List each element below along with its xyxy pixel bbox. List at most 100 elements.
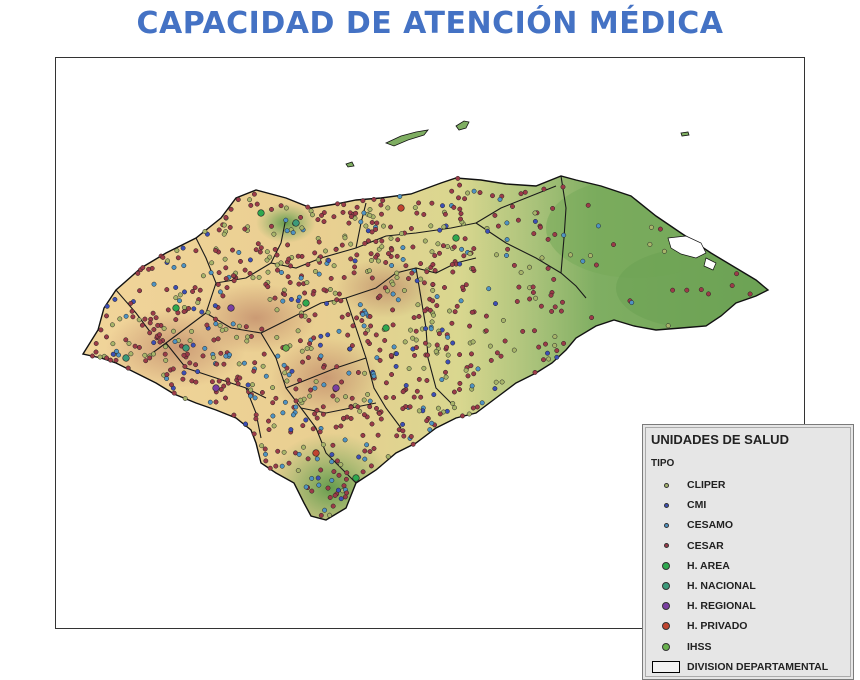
- health-unit-point: [375, 432, 381, 438]
- division-box-symbol: [652, 660, 680, 673]
- health-unit-point: [295, 468, 301, 473]
- health-unit-point: [214, 361, 220, 367]
- health-unit-point: [332, 493, 338, 498]
- health-unit-point: [274, 334, 280, 340]
- health-unit-point: [305, 204, 311, 210]
- legend-item-h-nacional: H. NACIONAL: [651, 576, 851, 596]
- health-unit-point: [350, 323, 356, 329]
- health-unit-point: [110, 341, 116, 347]
- health-unit-point: [299, 225, 305, 231]
- health-unit-point: [243, 421, 248, 427]
- health-unit-point: [462, 236, 468, 242]
- health-unit-point: [360, 198, 366, 204]
- health-unit-point: [406, 366, 412, 372]
- legend-dot-cesamo: [651, 522, 681, 528]
- health-unit-point: [271, 231, 277, 237]
- health-unit-point: [250, 275, 256, 281]
- health-unit-point: [316, 239, 322, 245]
- hospital-point: [352, 474, 360, 482]
- health-unit-point: [314, 407, 320, 413]
- legend-dot-cesar: [651, 543, 681, 549]
- health-unit-point: [190, 342, 196, 348]
- health-unit-point: [270, 385, 276, 391]
- health-unit-point: [406, 276, 411, 282]
- health-unit-point: [421, 280, 427, 286]
- health-unit-point: [297, 377, 303, 383]
- health-unit-point: [457, 352, 463, 358]
- legend-label: CESAMO: [687, 519, 734, 532]
- health-unit-point: [351, 270, 357, 276]
- legend-label: DIVISION DEPARTAMENTAL: [687, 660, 829, 673]
- health-unit-point: [449, 188, 455, 194]
- health-unit-point: [318, 467, 324, 473]
- health-unit-point: [471, 371, 477, 377]
- legend-item-ihss: IHSS: [651, 637, 851, 657]
- health-unit-point: [422, 308, 428, 314]
- health-unit-point: [432, 253, 438, 259]
- health-unit-point: [237, 375, 243, 381]
- legend-dot-cmi: [651, 502, 681, 508]
- health-unit-point: [554, 354, 560, 360]
- health-unit-point: [361, 323, 367, 329]
- health-unit-point: [457, 380, 463, 386]
- islas-de-la-bahia: [345, 120, 690, 168]
- health-unit-point: [348, 214, 354, 220]
- health-unit-point: [193, 362, 199, 368]
- health-unit-point: [380, 198, 386, 203]
- health-unit-point: [252, 395, 258, 401]
- health-unit-point: [424, 418, 430, 424]
- health-unit-point: [161, 326, 167, 331]
- health-unit-point: [348, 404, 354, 410]
- health-unit-point: [221, 231, 227, 237]
- health-unit-point: [286, 372, 292, 378]
- health-unit-point: [483, 328, 489, 334]
- health-unit-point: [330, 393, 336, 399]
- health-unit-point: [729, 283, 735, 289]
- legend-dot-symbol: [662, 642, 670, 651]
- health-unit-point: [379, 211, 384, 217]
- health-unit-point: [287, 280, 293, 285]
- health-unit-point: [412, 352, 417, 358]
- health-unit-point: [493, 379, 499, 385]
- health-unit-point: [428, 326, 434, 332]
- health-unit-point: [401, 433, 407, 439]
- health-unit-point: [202, 345, 208, 351]
- health-unit-point: [322, 507, 328, 513]
- health-unit-point: [244, 338, 250, 344]
- hospital-point: [122, 354, 130, 362]
- health-unit-point: [251, 191, 257, 197]
- legend-dot-symbol: [662, 582, 670, 591]
- legend-label: CMI: [687, 499, 707, 512]
- health-unit-point: [393, 363, 399, 369]
- health-unit-point: [108, 357, 113, 363]
- health-unit-point: [210, 355, 216, 360]
- health-unit-point: [416, 376, 422, 382]
- legend-label: CESAR: [687, 539, 724, 552]
- health-unit-point: [661, 248, 667, 254]
- health-unit-point: [248, 387, 254, 393]
- health-unit-point: [450, 340, 456, 346]
- health-unit-point: [360, 311, 366, 317]
- health-unit-point: [385, 454, 391, 460]
- health-unit-point: [349, 395, 355, 401]
- health-unit-point: [182, 364, 188, 369]
- health-unit-point: [527, 264, 532, 270]
- health-unit-point: [334, 458, 340, 464]
- health-unit-point: [265, 284, 271, 290]
- health-unit-point: [536, 344, 542, 350]
- health-unit-point: [288, 427, 294, 433]
- health-unit-point: [347, 346, 353, 352]
- health-unit-point: [441, 224, 447, 230]
- health-unit-point: [541, 186, 547, 192]
- health-unit-point: [314, 415, 320, 421]
- legend-label: H. REGIONAL: [687, 600, 756, 613]
- health-unit-point: [312, 385, 318, 391]
- health-unit-point: [282, 370, 288, 376]
- health-unit-point: [147, 330, 153, 336]
- health-unit-point: [286, 460, 292, 466]
- health-unit-point: [435, 241, 441, 247]
- health-unit-point: [458, 216, 463, 222]
- health-unit-point: [221, 361, 227, 367]
- health-unit-point: [466, 411, 472, 417]
- health-unit-point: [530, 290, 536, 295]
